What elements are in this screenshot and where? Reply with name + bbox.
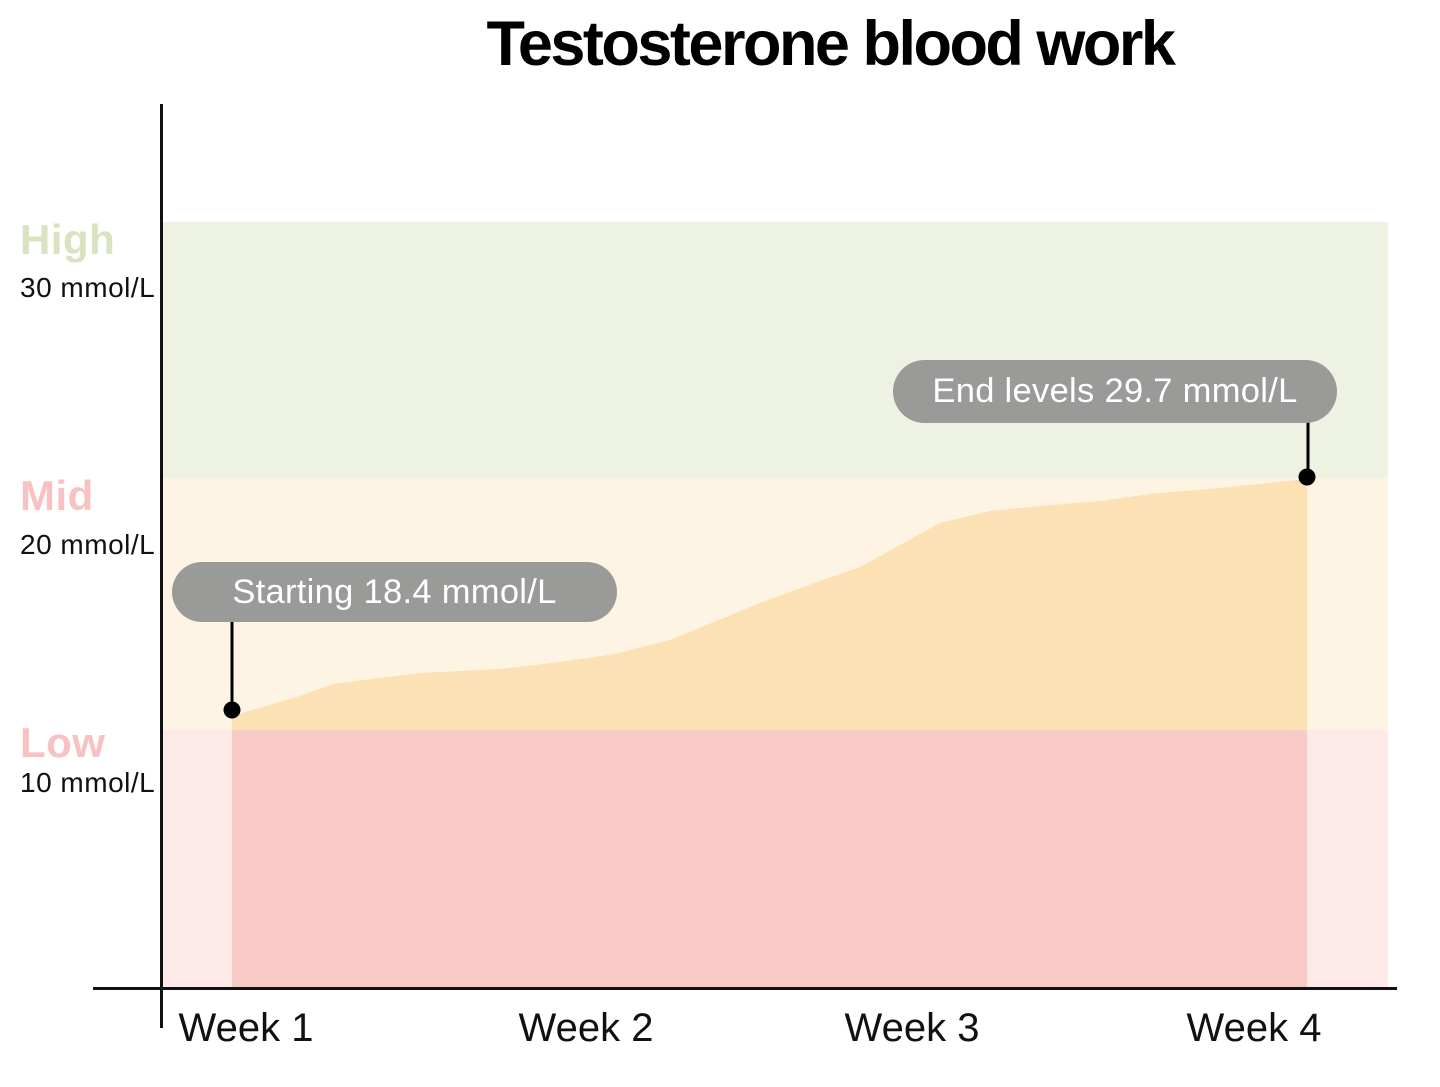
annotation-start-text: Starting 18.4 mmol/L: [232, 572, 557, 611]
zone-label-high: High: [20, 216, 116, 263]
area-low-overlap: [232, 730, 1307, 988]
zone-label-low: Low: [20, 719, 106, 766]
zone-value-low: 10 mmol/L: [20, 767, 156, 798]
band-high: [162, 222, 1388, 478]
zone-label-mid: Mid: [20, 472, 94, 519]
x-axis-label-week-2: Week 2: [518, 1006, 654, 1050]
annotation-start-pill: Starting 18.4 mmol/L: [172, 562, 617, 622]
annotation-end-pill: End levels 29.7 mmol/L: [893, 360, 1337, 423]
x-axis-label-week-1: Week 1: [178, 1006, 314, 1050]
start-point-dot: [223, 701, 241, 719]
x-axis-label-week-3: Week 3: [844, 1006, 980, 1050]
x-axis-label-week-4: Week 4: [1186, 1006, 1322, 1050]
end-point-dot: [1298, 468, 1316, 486]
annotation-end-text: End levels 29.7 mmol/L: [932, 372, 1298, 410]
zone-value-mid: 20 mmol/L: [20, 529, 156, 560]
zone-value-high: 30 mmol/L: [20, 272, 156, 303]
chart-title: Testosterone blood work: [486, 9, 1176, 79]
